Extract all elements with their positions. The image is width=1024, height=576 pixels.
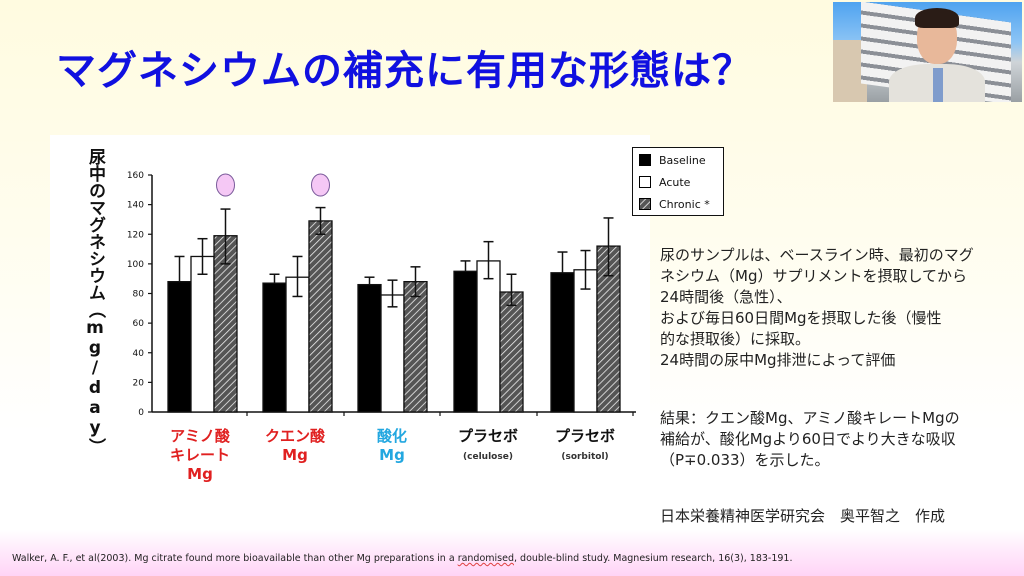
x-category-label-line: キレート — [169, 446, 230, 464]
bar-black-3 — [453, 270, 478, 413]
x-category-sublabel: (celulose) — [463, 452, 513, 462]
legend-swatch-baseline — [639, 154, 651, 166]
bar-hatched-1 — [308, 220, 333, 413]
presenter-hair — [915, 8, 959, 28]
y-tick-label: 60 — [133, 319, 145, 329]
y-tick-label: 160 — [127, 171, 144, 181]
y-axis-label-text: 尿中のマグネシウム（mg/day） — [85, 148, 105, 455]
x-category-label: プラセボ (sorbitol) — [537, 427, 633, 467]
result-line: 結果：クエン酸Mg、アミノ酸キレートMgの — [660, 409, 960, 427]
x-category-sublabel: (sorbitol) — [561, 452, 609, 462]
citation-text-before: Walker, A. F., et al(2003). Mg citrate f… — [12, 553, 458, 564]
y-tick-label: 20 — [133, 378, 145, 388]
bar-white-3 — [476, 260, 501, 413]
legend-label-acute: Acute — [659, 175, 691, 189]
y-tick-label: 40 — [133, 349, 145, 359]
legend-swatch-acute — [639, 176, 651, 188]
x-category-label-line: 酸化 — [376, 427, 407, 445]
x-category-label-line: Mg — [379, 446, 405, 464]
legend-item-chronic: Chronic * — [639, 197, 710, 211]
result-line: （P∓0.033）を示した。 — [660, 451, 830, 469]
x-category-label: プラセボ (celulose) — [440, 427, 536, 467]
author-credit: 日本栄養精神医学研究会 奥平智之 作成 — [660, 507, 946, 525]
description-line: 的な摂取後）に採取。 — [660, 330, 811, 348]
chart-legend: Baseline Acute Chronic * — [632, 147, 724, 216]
x-category-label-line: クエン酸 — [264, 427, 325, 445]
bar-black-2 — [357, 283, 382, 413]
presenter-tie — [933, 68, 943, 102]
study-description: 尿のサンプルは、ベースライン時、最初のマグ ネシウム（Mg）サプリメントを摂取し… — [660, 245, 1015, 371]
citation-text-after: , double-blind study. Magnesium research… — [514, 553, 793, 564]
bar-hatched-3 — [499, 291, 524, 413]
bar-white-4 — [573, 269, 598, 413]
x-category-label-line: Mg — [187, 465, 213, 483]
description-line: および毎日60日間Mgを摂取した後（慢性 — [660, 309, 942, 327]
legend-label-chronic: Chronic * — [659, 197, 710, 211]
bar-white-2 — [380, 294, 405, 413]
significance-marker — [311, 173, 330, 197]
x-category-label-line: アミノ酸 — [170, 427, 230, 445]
x-category-label: 酸化 Mg — [344, 427, 440, 465]
bar-black-4 — [550, 272, 575, 413]
bar-black-0 — [167, 280, 192, 413]
bar-white-0 — [190, 255, 215, 413]
result-line: 補給が、酸化Mgより60日でより大きな吸収 — [660, 430, 956, 448]
x-category-label-line: プラセボ — [457, 427, 518, 445]
slide-title: マグネシウムの補充に有用な形態は？ — [56, 48, 753, 94]
significance-marker — [216, 173, 235, 197]
study-result: 結果：クエン酸Mg、アミノ酸キレートMgの 補給が、酸化Mgより60日でより大き… — [660, 408, 1015, 471]
y-tick-label: 80 — [133, 290, 145, 300]
x-category-label: クエン酸 Mg — [247, 427, 343, 465]
y-tick-label: 140 — [127, 201, 144, 211]
legend-item-baseline: Baseline — [639, 153, 706, 167]
x-category-label-line: Mg — [282, 446, 308, 464]
reference-citation: Walker, A. F., et al(2003). Mg citrate f… — [12, 553, 793, 564]
legend-label-baseline: Baseline — [659, 153, 706, 167]
description-line: ネシウム（Mg）サプリメントを摂取してから — [660, 267, 968, 285]
presenter-video — [833, 2, 1022, 102]
citation-spellcheck-word: randomised — [457, 553, 514, 564]
bar-white-1 — [285, 276, 310, 413]
chart-panel — [50, 135, 650, 530]
y-tick-label: 120 — [127, 230, 144, 240]
description-line: 尿のサンプルは、ベースライン時、最初のマグ — [660, 246, 974, 264]
x-category-label-line: プラセボ — [554, 427, 615, 445]
bar-hatched-2 — [403, 280, 428, 413]
bar-black-1 — [262, 282, 287, 413]
y-tick-label: 0 — [138, 408, 144, 418]
legend-item-acute: Acute — [639, 175, 690, 189]
x-category-label: アミノ酸 キレート Mg — [152, 427, 248, 484]
description-line: 24時間後（急性）、 — [660, 288, 792, 306]
chart-y-axis-label: 尿中のマグネシウム（mg/day） — [80, 148, 106, 455]
legend-swatch-chronic — [639, 198, 651, 210]
y-tick-label: 100 — [127, 260, 144, 270]
description-line: 24時間の尿中Mg排泄によって評価 — [660, 351, 896, 369]
